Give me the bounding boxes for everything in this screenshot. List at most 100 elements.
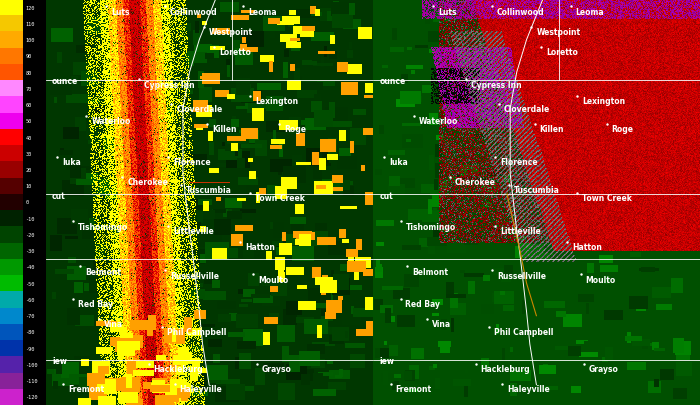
Text: -10: -10 (25, 216, 35, 221)
Text: Hackleburg: Hackleburg (153, 364, 203, 373)
Text: 20: 20 (25, 168, 32, 173)
Text: Killen: Killen (212, 125, 237, 134)
Text: Iuka: Iuka (389, 158, 408, 166)
Bar (0, 227, 22, 243)
Text: -60: -60 (25, 297, 35, 302)
Text: Haleyville: Haleyville (180, 384, 223, 393)
Text: Grayso: Grayso (262, 364, 291, 373)
Bar (0, 162, 22, 178)
Bar (0, 130, 22, 146)
Text: Tishomingo: Tishomingo (78, 222, 129, 231)
Text: Hatton: Hatton (573, 243, 602, 252)
Text: -40: -40 (25, 265, 35, 270)
Text: Luts: Luts (438, 8, 456, 17)
Text: -110: -110 (25, 378, 38, 383)
Text: -80: -80 (25, 330, 35, 335)
Text: Red Bay: Red Bay (78, 299, 113, 308)
Text: Cypress Inn: Cypress Inn (144, 81, 195, 90)
Bar (0, 389, 22, 405)
Text: Hackleburg: Hackleburg (481, 364, 531, 373)
Text: 120: 120 (25, 6, 35, 11)
Bar (0, 113, 22, 130)
Bar (0, 178, 22, 194)
Text: Vina: Vina (104, 320, 123, 328)
Text: Grayso: Grayso (589, 364, 619, 373)
Text: Littleville: Littleville (500, 226, 541, 235)
Text: Leoma: Leoma (575, 8, 604, 17)
Text: Tuscumbia: Tuscumbia (186, 186, 232, 195)
Text: Lexington: Lexington (582, 97, 625, 106)
Text: Luts: Luts (111, 8, 130, 17)
Text: -30: -30 (25, 249, 35, 254)
Text: Collinwood: Collinwood (170, 8, 218, 17)
Text: cut: cut (379, 192, 393, 201)
Bar (0, 292, 22, 308)
Text: Belmont: Belmont (85, 267, 121, 276)
Text: -50: -50 (25, 281, 35, 286)
Text: Waterloo: Waterloo (419, 117, 458, 126)
Text: Hatton: Hatton (245, 243, 275, 252)
Text: 90: 90 (25, 54, 32, 59)
Bar (0, 97, 22, 113)
Bar (0, 275, 22, 292)
Text: Tishomingo: Tishomingo (405, 222, 456, 231)
Text: iew: iew (379, 356, 394, 365)
Text: Phil Campbell: Phil Campbell (494, 328, 553, 337)
Text: Russellville: Russellville (170, 271, 219, 280)
Text: -90: -90 (25, 346, 35, 351)
Text: -100: -100 (25, 362, 38, 367)
Text: Cypress Inn: Cypress Inn (471, 81, 522, 90)
Bar (0, 259, 22, 275)
Text: Florence: Florence (173, 158, 211, 166)
Text: Cherokee: Cherokee (454, 178, 496, 187)
Bar (0, 146, 22, 162)
Text: Westpoint: Westpoint (209, 28, 253, 37)
Text: Cherokee: Cherokee (127, 178, 168, 187)
Bar (0, 340, 22, 356)
Bar (0, 324, 22, 340)
Bar (0, 194, 22, 211)
Bar (0, 211, 22, 227)
Text: 110: 110 (25, 22, 35, 27)
Text: cut: cut (52, 192, 66, 201)
Text: Florence: Florence (500, 158, 538, 166)
Bar (0, 65, 22, 81)
Text: 30: 30 (25, 151, 32, 156)
Bar (0, 373, 22, 389)
Text: Vina: Vina (432, 320, 451, 328)
Text: -120: -120 (25, 394, 38, 399)
Text: Roge: Roge (612, 125, 634, 134)
Bar (0, 356, 22, 373)
Text: Westpoint: Westpoint (536, 28, 580, 37)
Text: -70: -70 (25, 313, 35, 318)
Text: 0: 0 (25, 200, 29, 205)
Text: 40: 40 (25, 135, 32, 140)
Text: Town Creek: Town Creek (255, 194, 304, 203)
Text: Red Bay: Red Bay (405, 299, 440, 308)
Text: Cloverdale: Cloverdale (176, 105, 223, 114)
Text: 80: 80 (25, 70, 32, 75)
Text: Haleyville: Haleyville (507, 384, 550, 393)
Bar (0, 0, 22, 16)
Text: 50: 50 (25, 119, 32, 124)
Text: Lexington: Lexington (255, 97, 298, 106)
Text: 70: 70 (25, 87, 32, 92)
Text: ounce: ounce (379, 77, 405, 85)
Text: Leoma: Leoma (248, 8, 277, 17)
Text: Moulto: Moulto (585, 275, 616, 284)
Bar (0, 243, 22, 259)
Text: 100: 100 (25, 38, 35, 43)
Text: Russellville: Russellville (497, 271, 546, 280)
Text: Loretto: Loretto (546, 48, 578, 57)
Bar (0, 16, 22, 32)
Bar (0, 49, 22, 65)
Text: Roge: Roge (284, 125, 307, 134)
Text: Killen: Killen (540, 125, 564, 134)
Text: 10: 10 (25, 184, 32, 189)
Bar (0, 81, 22, 97)
Text: Phil Campbell: Phil Campbell (167, 328, 226, 337)
Bar (0, 308, 22, 324)
Text: Cloverdale: Cloverdale (503, 105, 550, 114)
Text: Littleville: Littleville (173, 226, 214, 235)
Text: iew: iew (52, 356, 67, 365)
